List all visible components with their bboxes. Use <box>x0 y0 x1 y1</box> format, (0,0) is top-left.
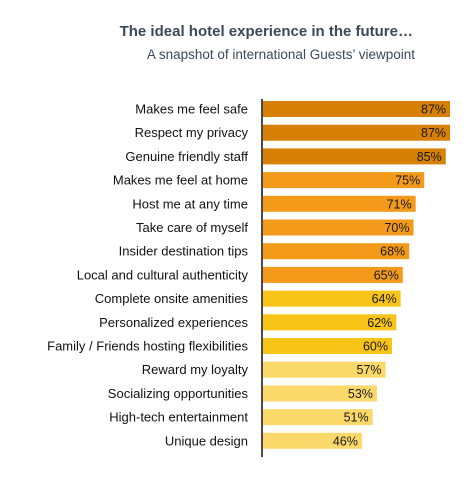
category-label: Complete onsite amenities <box>95 291 249 306</box>
bar <box>263 219 414 236</box>
bar <box>263 432 362 449</box>
category-label: Makes me feel safe <box>135 102 248 117</box>
category-label: High-tech entertainment <box>109 410 248 425</box>
category-label: Local and cultural authenticity <box>77 267 249 282</box>
category-label: Makes me feel at home <box>113 173 248 188</box>
category-label: Family / Friends hosting flexibilities <box>47 339 248 354</box>
bar <box>263 290 401 307</box>
bar <box>263 195 416 212</box>
category-label: Personalized experiences <box>99 315 248 330</box>
value-label: 87% <box>421 126 446 140</box>
value-label: 57% <box>357 363 382 377</box>
bar <box>263 172 425 189</box>
value-label: 87% <box>421 103 446 117</box>
category-label: Unique design <box>165 433 248 448</box>
value-label: 85% <box>417 150 442 164</box>
bar <box>263 385 377 402</box>
bar <box>263 124 451 141</box>
category-label: Respect my privacy <box>135 125 249 140</box>
value-label: 51% <box>344 411 369 425</box>
value-label: 70% <box>384 221 409 235</box>
value-label: 62% <box>367 316 392 330</box>
value-label: 75% <box>395 174 420 188</box>
category-label: Host me at any time <box>132 196 248 211</box>
bar <box>263 243 410 260</box>
value-label: 71% <box>387 197 412 211</box>
bar <box>263 148 446 165</box>
value-label: 65% <box>374 268 399 282</box>
value-label: 60% <box>363 340 388 354</box>
value-label: 68% <box>380 245 405 259</box>
category-label: Reward my loyalty <box>142 362 249 377</box>
category-label: Socializing opportunities <box>108 386 249 401</box>
category-label: Insider destination tips <box>119 244 249 259</box>
bar <box>263 361 386 378</box>
bar <box>263 338 392 354</box>
bar <box>263 266 403 283</box>
category-label: Take care of myself <box>136 220 248 235</box>
chart-title: The ideal hotel experience in the future… <box>119 23 413 40</box>
value-label: 53% <box>348 387 373 401</box>
value-label: 46% <box>333 434 358 448</box>
value-label: 64% <box>372 292 397 306</box>
bar <box>263 101 451 117</box>
bar <box>263 409 373 426</box>
bar <box>263 314 397 331</box>
category-label: Genuine friendly staff <box>125 149 248 164</box>
chart-subtitle: A snapshot of international Guests’ view… <box>146 47 415 62</box>
